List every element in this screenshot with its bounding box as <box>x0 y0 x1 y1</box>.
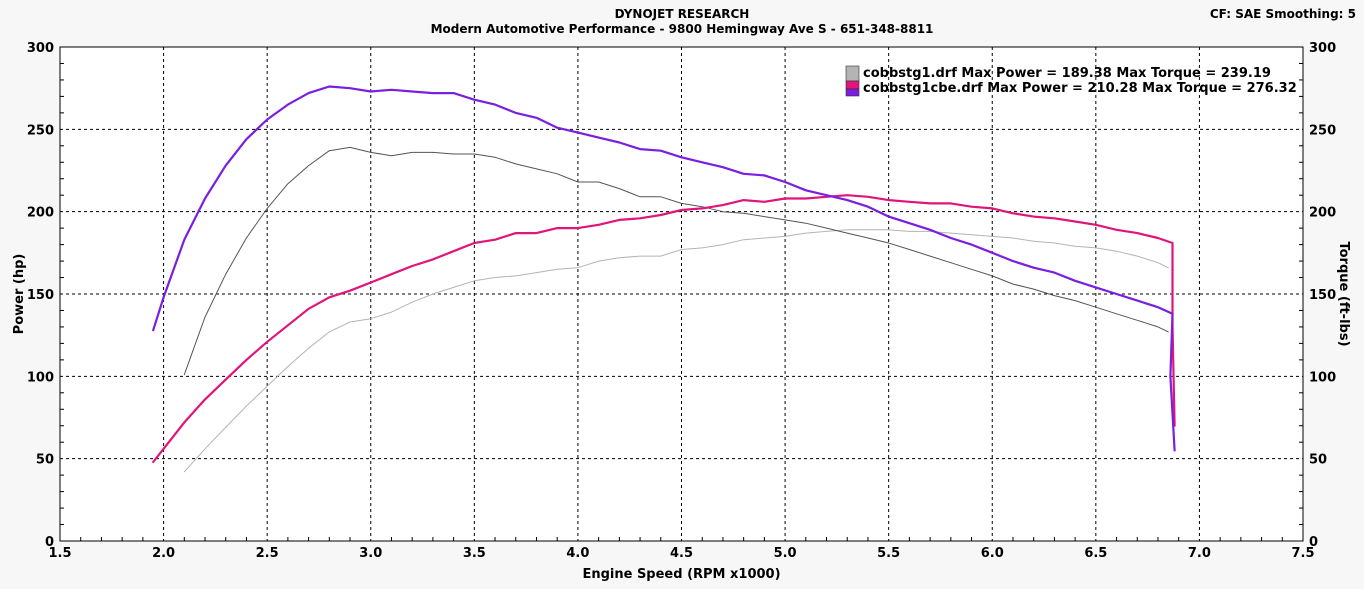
legend-entry-cobbstg1cbe: cobbstg1cbe.drf Max Power = 210.28 Max T… <box>863 81 1297 96</box>
x-tick-label: 5.5 <box>877 546 900 561</box>
series-line-cobbstg1-power <box>183 229 1169 473</box>
y-tick-label-left: 50 <box>36 453 54 468</box>
y-tick-label-right: 100 <box>1309 370 1336 385</box>
x-tick-label: 6.0 <box>981 546 1004 561</box>
y-tick-label-left: 300 <box>27 41 54 56</box>
series-line-cobbstg1cbe-torque <box>152 85 1176 452</box>
y-tick-label-left: 100 <box>27 370 54 385</box>
y-tick-label-right: 0 <box>1309 535 1318 550</box>
y-tick-label-right: 300 <box>1309 41 1336 56</box>
grid-lines <box>60 47 1303 541</box>
x-tick-label: 2.5 <box>256 546 279 561</box>
x-tick-label: 3.5 <box>463 546 486 561</box>
plot-border <box>59 46 1304 542</box>
x-tick-label: 7.0 <box>1188 546 1211 561</box>
series-line-cobbstg1-torque <box>183 146 1169 376</box>
y-tick-label-right: 250 <box>1309 123 1336 138</box>
x-tick-label: 1.5 <box>48 546 71 561</box>
x-tick-label: 7.5 <box>1291 546 1314 561</box>
x-tick-label: 3.0 <box>359 546 382 561</box>
y-tick-label-right: 200 <box>1309 206 1336 221</box>
legend-entry-cobbstg1: cobbstg1.drf Max Power = 189.38 Max Torq… <box>863 66 1271 81</box>
y-tick-label-left: 250 <box>27 123 54 138</box>
x-tick-label: 4.5 <box>670 546 693 561</box>
y-tick-label-left: 0 <box>45 535 54 550</box>
legend-swatch-cobbstg1 <box>845 65 860 82</box>
axes: 1.5 2.0 2.5 3.0 3.5 4.0 4.5 5.0 5.5 6.0 6.5 7.0 7.50… <box>27 41 1336 561</box>
y-tick-label-right: 150 <box>1309 288 1336 303</box>
series-line-cobbstg1cbe-power <box>152 194 1176 464</box>
y-tick-label-left: 150 <box>27 288 54 303</box>
x-tick-label: 6.5 <box>1084 546 1107 561</box>
y-axis-label-left: Power (hp) <box>12 254 27 335</box>
legend-swatch-cobbstg1cbe <box>845 80 860 90</box>
legend-swatch-cobbstg1cbe-torque <box>845 88 860 97</box>
chart-subtitle: Modern Automotive Performance - 9800 Hem… <box>430 22 934 36</box>
y-tick-label-right: 50 <box>1309 453 1327 468</box>
x-tick-label: 4.0 <box>566 546 589 561</box>
series-lines <box>152 85 1176 473</box>
chart-title: DYNOJET RESEARCH <box>614 7 750 21</box>
x-tick-label: 2.0 <box>152 546 175 561</box>
y-tick-label-left: 200 <box>27 206 54 221</box>
y-axis-label-right: Torque (ft-lbs) <box>1336 241 1351 346</box>
legend: cobbstg1.drf Max Power = 189.38 Max Torq… <box>845 65 1297 97</box>
correction-settings: CF: SAE Smoothing: 5 <box>1209 7 1356 21</box>
x-axis-label: Engine Speed (RPM x1000) <box>582 567 780 582</box>
x-tick-label: 5.0 <box>774 546 797 561</box>
